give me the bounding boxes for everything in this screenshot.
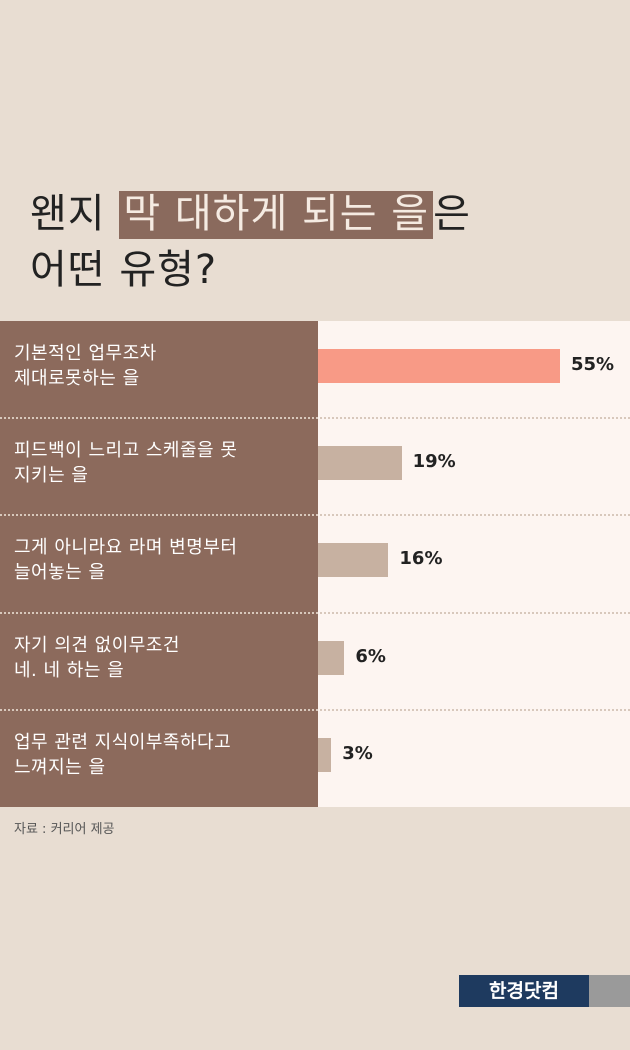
row-divider [0, 514, 630, 517]
bar-value-label: 19% [412, 451, 456, 473]
category-label-line: 기본적인 업무조차 [14, 343, 157, 364]
category-label-line: 제대로못하는 을 [14, 368, 140, 389]
category-label-line: 피드백이 느리고 스케줄을 못 [14, 440, 238, 462]
bar-value-label: 55% [571, 354, 615, 375]
bar-value-label: 3% [342, 742, 373, 764]
bar [318, 640, 345, 675]
row-divider [0, 611, 630, 614]
bar-value-label: 6% [355, 645, 386, 667]
source-note: 자료 : 커리어 제공 [14, 822, 115, 837]
category-label-line: 느껴지는 을 [14, 756, 106, 778]
category-label-line: 그게 아니라요 라며 변명부터 [14, 537, 238, 559]
bar-value-label: 16% [399, 548, 443, 570]
category-label-column [0, 321, 318, 807]
bar [318, 349, 560, 383]
bar [318, 543, 389, 578]
category-label-line: 자기 의견 없이무조건 [14, 634, 180, 656]
publisher-logo: 한경닷컴 [459, 975, 630, 1007]
bar [318, 737, 332, 772]
title-suffix: 은 [433, 191, 471, 237]
title-line-2: 어떤 유형? [30, 247, 218, 293]
row-divider [0, 708, 630, 711]
logo-accent [589, 975, 630, 1007]
row-divider [0, 417, 630, 420]
category-label-line: 늘어놓는 을 [14, 562, 106, 584]
title-highlight: 막 대하게 되는 을 [119, 191, 434, 239]
category-label-line: 지키는 을 [14, 465, 89, 487]
bar [318, 446, 402, 481]
title-prefix: 왠지 [30, 191, 120, 237]
category-label-line: 업무 관련 지식이부족하다고 [14, 731, 232, 753]
logo-text: 한경닷컴 [459, 975, 589, 1007]
category-label-line: 네. 네 하는 을 [14, 659, 125, 681]
